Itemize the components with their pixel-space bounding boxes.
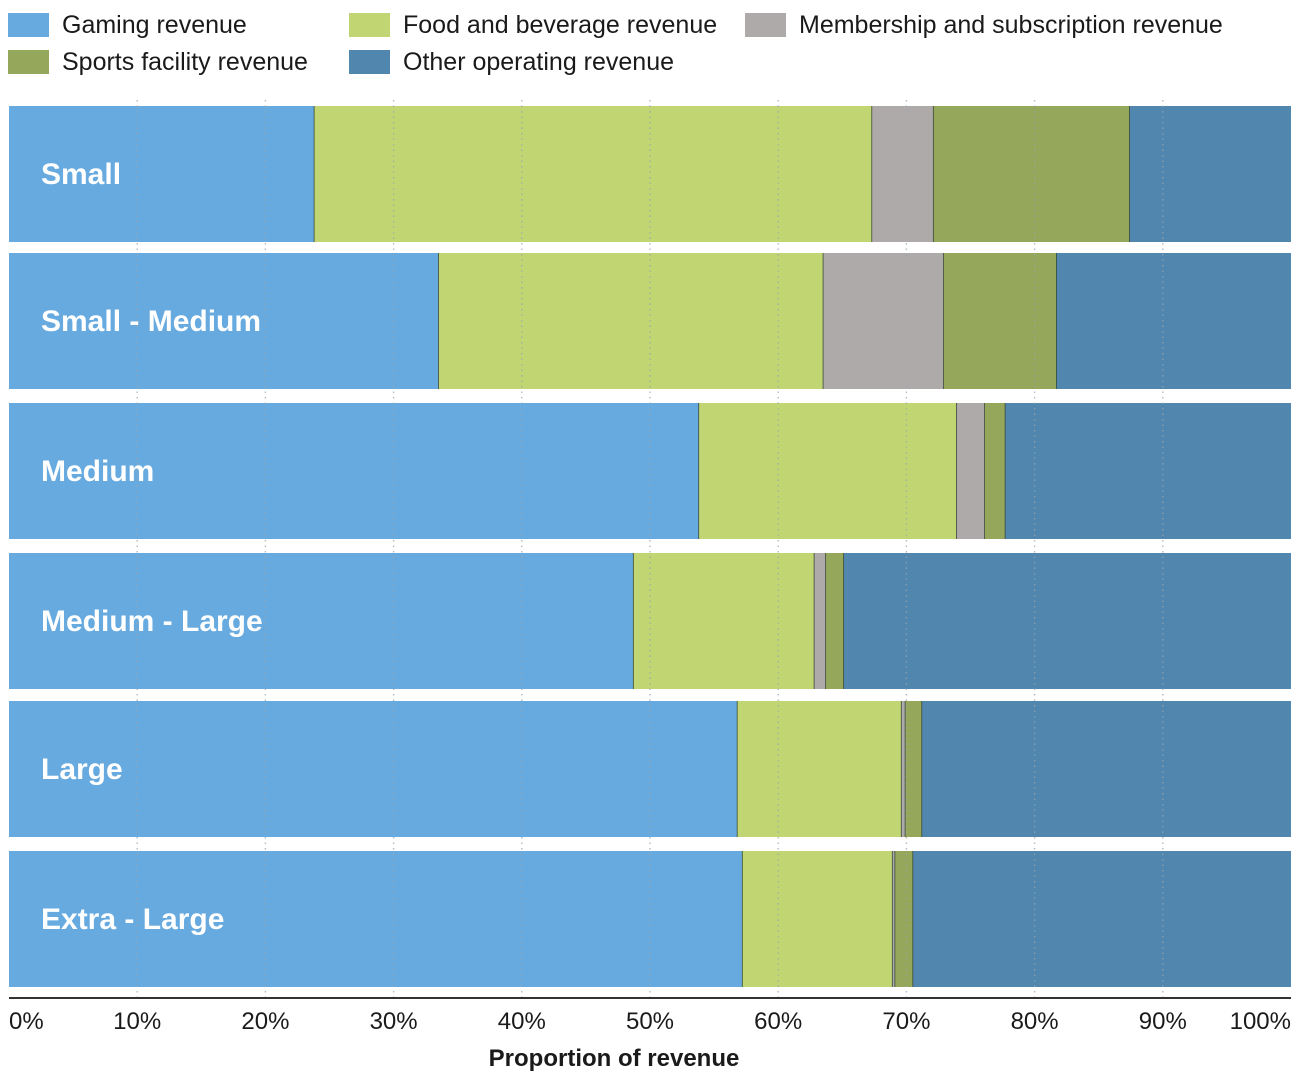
bar-small-medium-sports-facility-revenue — [943, 253, 1057, 389]
bar-large-sports-facility-revenue — [905, 701, 922, 837]
x-tick-label-30: 30% — [370, 1008, 418, 1035]
bar-medium-large-membership-and-subscription-revenue — [814, 553, 826, 689]
x-axis-label: Proportion of revenue — [489, 1045, 740, 1072]
bar-large-food-and-beverage-revenue — [737, 701, 902, 837]
legend-item-food-beverage: Food and beverage revenue — [349, 11, 717, 39]
x-tick-label-90: 90% — [1139, 1008, 1187, 1035]
legend-swatch-sports-facility — [8, 50, 49, 74]
bar-large-other-operating-revenue — [921, 701, 1291, 837]
legend-label-gaming: Gaming revenue — [62, 10, 247, 39]
x-tick-label-60: 60% — [754, 1008, 802, 1035]
bar-medium-membership-and-subscription-revenue — [956, 403, 985, 539]
bar-extra-large-food-and-beverage-revenue — [742, 851, 893, 987]
bar-small-membership-and-subscription-revenue — [871, 106, 934, 242]
x-tick-label-100: 100% — [1230, 1008, 1291, 1035]
category-label-extra-large: Extra - Large — [41, 903, 224, 936]
x-tick-label-0: 0% — [9, 1008, 44, 1035]
legend-label-membership: Membership and subscription revenue — [799, 10, 1223, 39]
bar-large-gaming-revenue — [9, 701, 738, 837]
bar-extra-large-sports-facility-revenue — [894, 851, 913, 987]
bar-medium-large-food-and-beverage-revenue — [633, 553, 815, 689]
legend-item-membership: Membership and subscription revenue — [745, 11, 1223, 39]
legend-swatch-gaming — [8, 13, 49, 37]
bar-extra-large-membership-and-subscription-revenue — [892, 851, 895, 987]
legend-item-sports-facility: Sports facility revenue — [8, 48, 308, 76]
bar-small-gaming-revenue — [9, 106, 315, 242]
category-label-small-medium: Small - Medium — [41, 305, 261, 338]
category-label-small: Small — [41, 158, 121, 191]
bar-medium-large-sports-facility-revenue — [825, 553, 844, 689]
bar-small-medium-gaming-revenue — [9, 253, 439, 389]
x-tick-label-20: 20% — [241, 1008, 289, 1035]
category-label-medium: Medium — [41, 455, 154, 488]
bar-medium-gaming-revenue — [9, 403, 699, 539]
category-label-large: Large — [41, 753, 123, 786]
bar-extra-large-other-operating-revenue — [912, 851, 1291, 987]
bar-large-membership-and-subscription-revenue — [901, 701, 906, 837]
bar-medium-large-other-operating-revenue — [843, 553, 1291, 689]
bar-medium-other-operating-revenue — [1005, 403, 1291, 539]
legend-swatch-food-beverage — [349, 13, 390, 37]
bar-small-food-and-beverage-revenue — [314, 106, 872, 242]
bar-extra-large-gaming-revenue — [9, 851, 743, 987]
legend: Gaming revenue Food and beverage revenue… — [8, 9, 1298, 79]
legend-label-other-operating: Other operating revenue — [403, 47, 675, 76]
bar-small-other-operating-revenue — [1129, 106, 1291, 242]
bar-small-sports-facility-revenue — [933, 106, 1130, 242]
x-tick-label-80: 80% — [1011, 1008, 1059, 1035]
x-tick-label-10: 10% — [113, 1008, 161, 1035]
bar-small-medium-food-and-beverage-revenue — [438, 253, 824, 389]
legend-swatch-other-operating — [349, 50, 390, 74]
x-tick-label-50: 50% — [626, 1008, 674, 1035]
x-tick-labels-group: 0% 10% 20% 30% 40% 50% 60% 70% 80% 90% 100% — [9, 1008, 1291, 1035]
legend-item-other-operating: Other operating revenue — [349, 48, 674, 76]
legend-label-sports-facility: Sports facility revenue — [62, 47, 308, 76]
bar-medium-food-and-beverage-revenue — [698, 403, 957, 539]
legend-label-food-beverage: Food and beverage revenue — [403, 10, 718, 39]
legend-swatch-membership — [745, 13, 786, 37]
gridlines-group — [136, 100, 1164, 998]
bar-small-medium-membership-and-subscription-revenue — [823, 253, 944, 389]
category-labels-group: Small Small - Medium Medium Medium - Large L… — [41, 158, 263, 936]
bar-small-medium-other-operating-revenue — [1056, 253, 1291, 389]
bar-medium-sports-facility-revenue — [984, 403, 1006, 539]
x-tick-label-40: 40% — [498, 1008, 546, 1035]
bars-group — [9, 106, 1291, 987]
bar-medium-large-gaming-revenue — [9, 553, 634, 689]
legend-item-gaming: Gaming revenue — [8, 11, 247, 39]
category-label-medium-large: Medium - Large — [41, 605, 263, 638]
x-tick-label-70: 70% — [882, 1008, 930, 1035]
